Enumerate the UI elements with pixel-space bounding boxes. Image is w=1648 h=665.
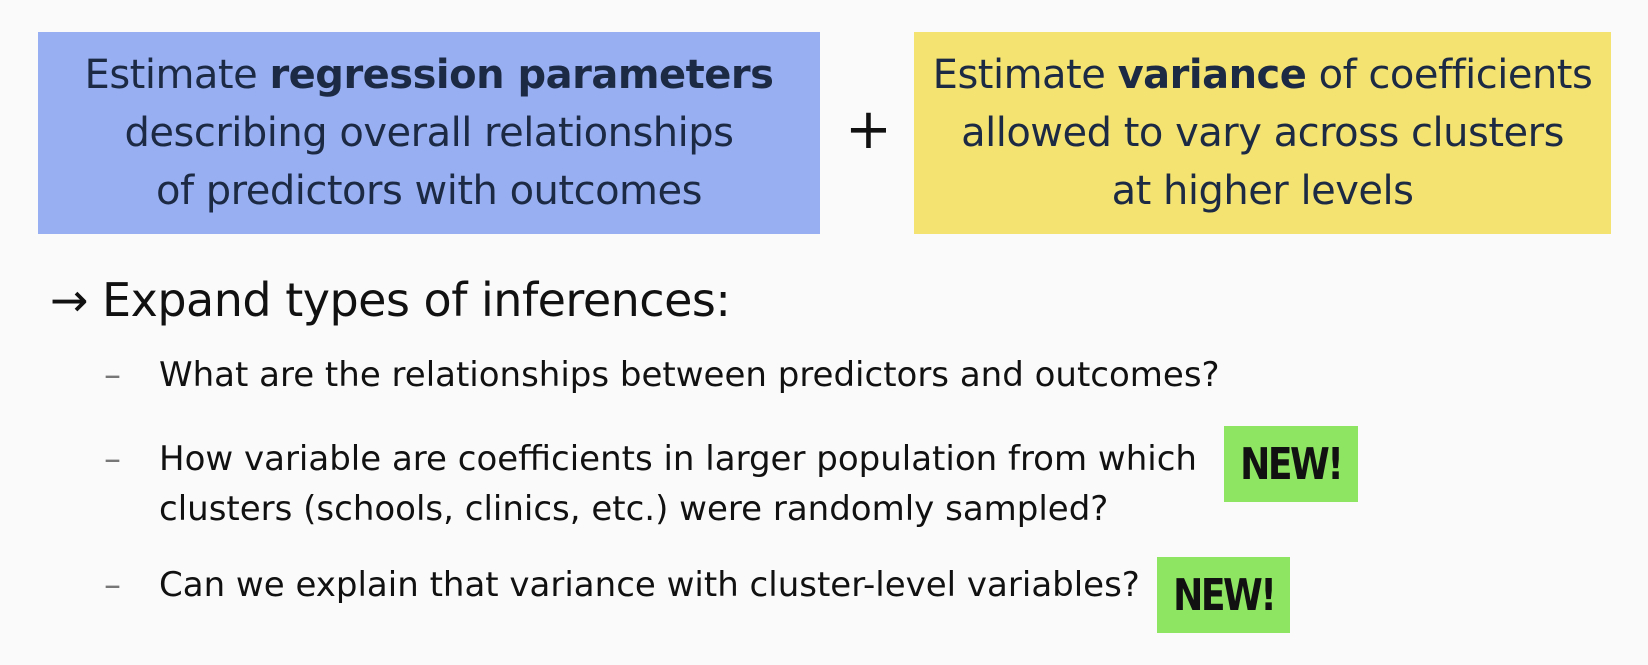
box-right-line-2: allowed to vary across clusters [961, 110, 1564, 156]
variance-box: Estimate variance of coefficients allowe… [914, 32, 1611, 234]
box-left-line-1: Estimate regression parameters [85, 46, 774, 104]
box-left-line-3: of predictors with outcomes [156, 168, 702, 214]
new-badge: NEW! [1224, 426, 1358, 502]
list-item-text: Can we explain that variance with cluste… [159, 565, 1140, 605]
dash-icon: – [104, 439, 121, 479]
box-right-line-1: Estimate variance of coefficients [933, 46, 1593, 104]
box-right-line-1-prefix: Estimate [932, 52, 1118, 98]
list-item-text: How variable are coefficients in larger … [159, 434, 1197, 534]
new-badge: NEW! [1157, 557, 1290, 633]
box-left-line-2: describing overall relationships [124, 110, 734, 156]
list-item-text-line-1: How variable are coefficients in larger … [159, 439, 1197, 479]
list-item-text-line-2: clusters (schools, clinics, etc.) were r… [159, 489, 1109, 529]
list-item-text: What are the relationships between predi… [159, 355, 1220, 395]
box-right-line-3: at higher levels [1111, 168, 1414, 214]
box-right-line-1-suffix: of coefficients [1306, 52, 1593, 98]
new-badge-label: NEW! [1240, 438, 1344, 490]
plus-sign: + [845, 97, 892, 162]
dash-icon: – [104, 565, 121, 605]
box-left-line-1-bold: regression parameters [269, 52, 774, 98]
right-arrow-icon: → [50, 273, 89, 327]
heading-text: Expand types of inferences: [102, 273, 731, 327]
box-right-line-1-bold: variance [1117, 52, 1307, 98]
box-left-line-1-prefix: Estimate [84, 52, 270, 98]
dash-icon: – [104, 355, 121, 395]
section-heading: → Expand types of inferences: [50, 272, 731, 328]
new-badge-label: NEW! [1172, 569, 1277, 621]
regression-parameters-box: Estimate regression parameters describin… [38, 32, 820, 234]
